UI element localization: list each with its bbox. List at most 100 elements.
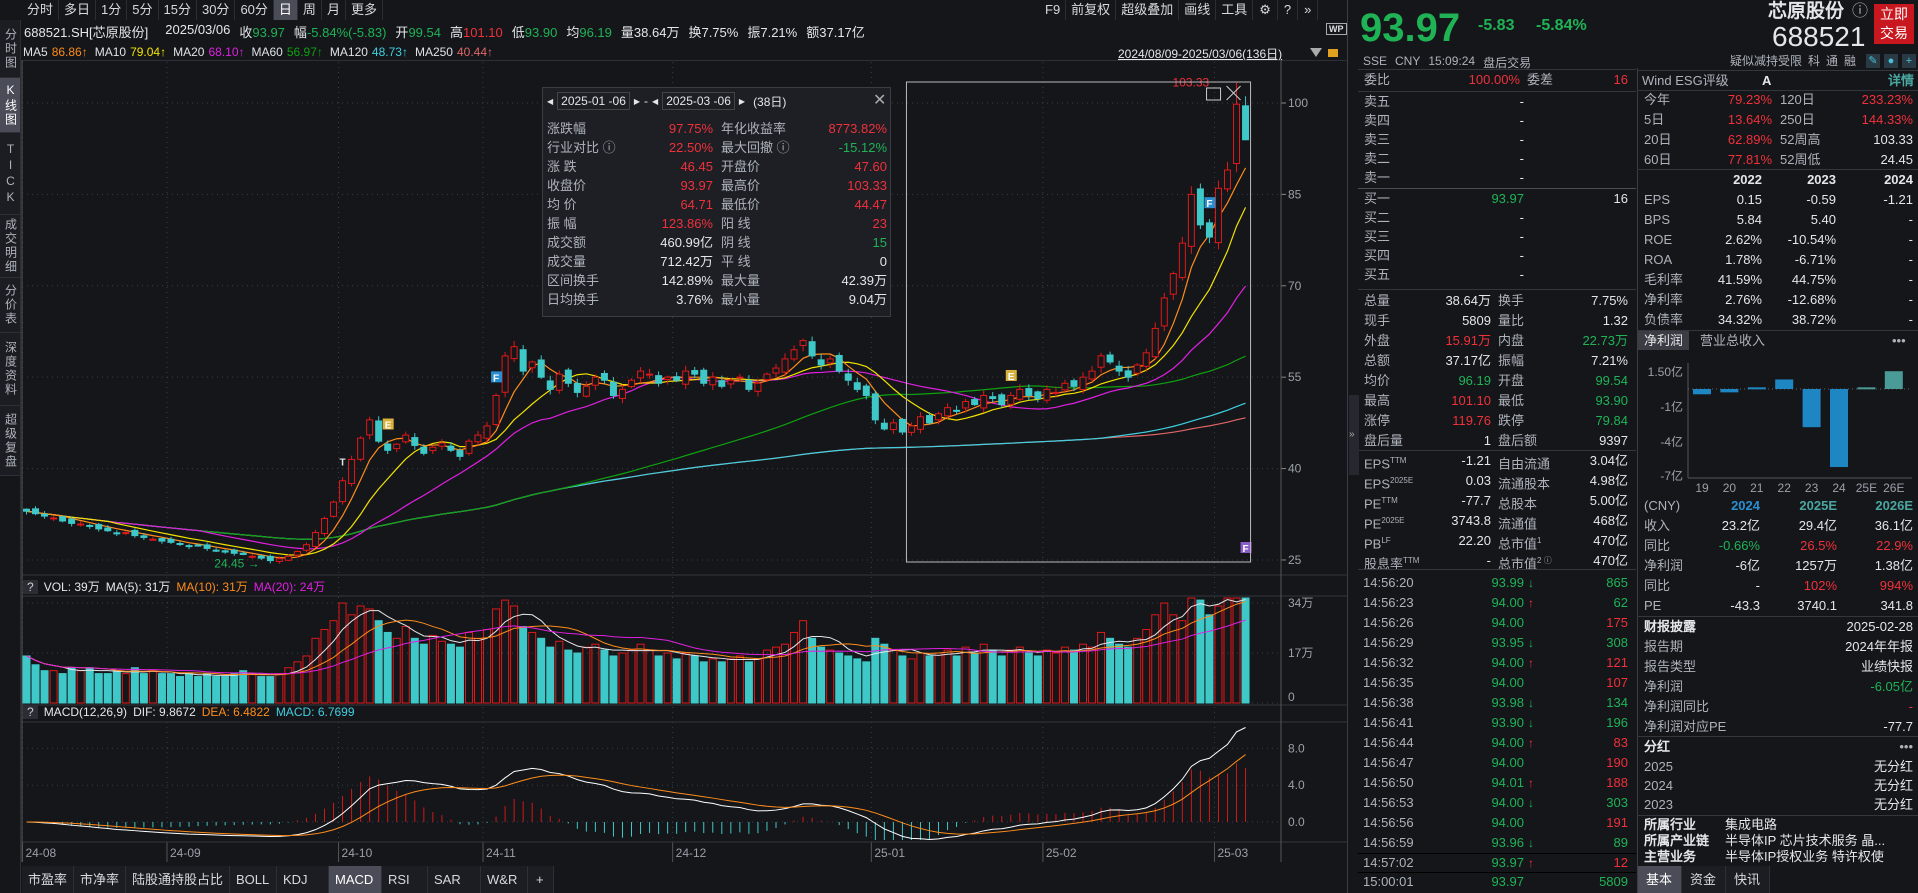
candle xyxy=(1169,271,1177,300)
period-tab-10[interactable]: 更多 xyxy=(346,0,383,20)
date-range-selector[interactable]: 2024/08/09-2025/03/06(136日) xyxy=(1118,47,1283,61)
volume-bar xyxy=(663,652,672,704)
dividend-more-icon[interactable]: ••• xyxy=(1899,739,1913,754)
start-date-input[interactable]: 2025-01 -06 xyxy=(557,92,630,110)
sidebar-label: 成交明细 xyxy=(3,218,18,274)
period-tab-5[interactable]: 30分 xyxy=(197,0,236,20)
label-text: EPS xyxy=(1364,456,1391,472)
stat-label: 盘后额 xyxy=(1498,433,1538,448)
candle-body xyxy=(501,355,509,393)
period-tab-7[interactable]: 日 xyxy=(273,0,298,20)
period-tab-8[interactable]: 周 xyxy=(298,0,322,20)
stat-value: 460.99亿 xyxy=(660,235,713,250)
candle-body xyxy=(1115,365,1123,372)
help-icon[interactable]: ? xyxy=(1278,0,1299,20)
volume-bar xyxy=(781,643,790,704)
candle-body xyxy=(1034,391,1042,400)
period-tab-2[interactable]: 1分 xyxy=(96,0,128,20)
candle-body xyxy=(32,508,40,515)
help-icon[interactable]: ? xyxy=(23,579,38,594)
next-arrow-icon[interactable]: ▶ xyxy=(633,96,641,106)
candle xyxy=(357,436,365,462)
esg-detail-link[interactable]: 详情 xyxy=(1887,73,1914,88)
close-selection-icon xyxy=(1226,85,1241,101)
toolbar-button-3[interactable]: 画线 xyxy=(1179,0,1217,20)
next-arrow-icon[interactable]: ▶ xyxy=(738,96,746,106)
info-value: -5.84%(-5.83) xyxy=(306,25,387,40)
period-tab-9[interactable]: 月 xyxy=(322,0,346,20)
tab-revenue[interactable]: 营业总收入 xyxy=(1700,333,1766,348)
bell-icon[interactable]: ● xyxy=(1884,54,1898,68)
volume-bar xyxy=(916,652,925,704)
forecast-label: 同比 xyxy=(1644,538,1671,553)
volume-bar xyxy=(690,655,699,704)
toolbar-button-2[interactable]: 超级叠加 xyxy=(1116,0,1180,20)
lock-icon[interactable] xyxy=(1328,49,1338,57)
candle xyxy=(257,555,265,560)
candle-body xyxy=(158,538,166,542)
indicator-tab-8[interactable]: W&R xyxy=(481,866,528,893)
sidebar-item-6[interactable]: 超级复盘 xyxy=(0,406,20,476)
toolbar-button-4[interactable]: 工具 xyxy=(1216,0,1254,20)
wp-icon[interactable]: WP xyxy=(1326,23,1347,35)
period-tab-3[interactable]: 5分 xyxy=(127,0,159,20)
candle xyxy=(582,381,590,398)
indicator-tab-3[interactable]: BOLL xyxy=(230,866,277,893)
period-tab-1[interactable]: 多日 xyxy=(59,0,97,20)
trade-now-button[interactable]: 立即交易 xyxy=(1874,4,1914,44)
indicator-tab-6[interactable]: RSI xyxy=(382,866,428,893)
label-text: PB xyxy=(1364,536,1382,552)
period-tab-0[interactable]: 分时 xyxy=(22,0,60,20)
indicator-tab-5[interactable]: MACD xyxy=(329,866,382,893)
dropdown-triangle-icon[interactable] xyxy=(1310,48,1322,57)
help-icon[interactable]: ? xyxy=(23,705,38,719)
close-icon[interactable]: ✕ xyxy=(873,92,887,109)
bottom-tab-0[interactable]: 基本 xyxy=(1638,866,1682,893)
tick-time: 14:56:41 xyxy=(1363,715,1414,730)
indicator-tab-7[interactable]: SAR xyxy=(428,866,481,893)
dividend-title: 分红 xyxy=(1644,739,1671,754)
panel-divider xyxy=(1637,68,1638,893)
period-tab-4[interactable]: 15分 xyxy=(159,0,197,20)
candle-body xyxy=(257,555,265,559)
tab-net-profit[interactable]: 净利润 xyxy=(1638,331,1690,350)
marker-badge xyxy=(1005,369,1017,381)
collapse-panel-handle[interactable]: » xyxy=(1349,395,1359,475)
end-date-input[interactable]: 2025-03 -06 xyxy=(662,92,735,110)
indicator-tab-1[interactable]: 市净率 xyxy=(74,866,126,893)
indicator-tab-0[interactable]: 市盈率 xyxy=(22,866,74,893)
bottom-tab-1[interactable]: 资金 xyxy=(1682,866,1726,893)
sidebar-item-3[interactable]: 成交明细 xyxy=(0,215,20,278)
prev-arrow-icon[interactable]: ◀ xyxy=(652,96,659,106)
sidebar-item-5[interactable]: 深度资料 xyxy=(0,333,20,406)
gear-icon[interactable]: ⚙ xyxy=(1253,0,1278,20)
volume-bar xyxy=(1060,646,1069,704)
sidebar-item-1[interactable]: K线图 xyxy=(0,78,20,133)
kline-chart[interactable]: 100 85 70 55 40 25 34万 17万 0 8.0 4.0 0.0 24-08 24-09 2… xyxy=(0,0,1347,893)
divider xyxy=(1358,569,1636,570)
indicator-tab-2[interactable]: 陆股通持股占比 xyxy=(126,866,230,893)
prev-arrow-icon[interactable]: ◀ xyxy=(547,96,554,106)
toolbar-button-0[interactable]: F9 xyxy=(1040,0,1067,20)
dividend-year: 2025 xyxy=(1644,759,1673,774)
candle xyxy=(1151,322,1159,360)
sidebar-item-4[interactable]: 分价表 xyxy=(0,278,20,333)
sidebar-item-0[interactable]: 分时图 xyxy=(0,20,20,78)
edit-icon[interactable]: ✎ xyxy=(1866,54,1880,68)
more-icon[interactable]: » xyxy=(1298,0,1319,20)
period-tab-6[interactable]: 60分 xyxy=(235,0,274,20)
indicator-tab-4[interactable]: KDJ xyxy=(277,866,329,893)
add-indicator-button[interactable]: + xyxy=(528,866,554,893)
info-icon[interactable]: ⓘ xyxy=(1852,3,1869,20)
volume-bar xyxy=(997,655,1006,704)
bottom-tab-2[interactable]: 快讯 xyxy=(1726,866,1770,893)
volume-bar xyxy=(654,655,663,704)
candle-body xyxy=(248,555,256,558)
candle-body xyxy=(609,381,617,396)
price-change: -5.83 xyxy=(1478,17,1515,34)
more-icon[interactable]: ••• xyxy=(1892,333,1906,348)
toolbar-button-1[interactable]: 前复权 xyxy=(1066,0,1117,20)
stat-label: 均 价 xyxy=(547,197,577,212)
sidebar-item-2[interactable]: TICK xyxy=(0,133,20,215)
add-icon[interactable]: + xyxy=(1902,54,1916,68)
